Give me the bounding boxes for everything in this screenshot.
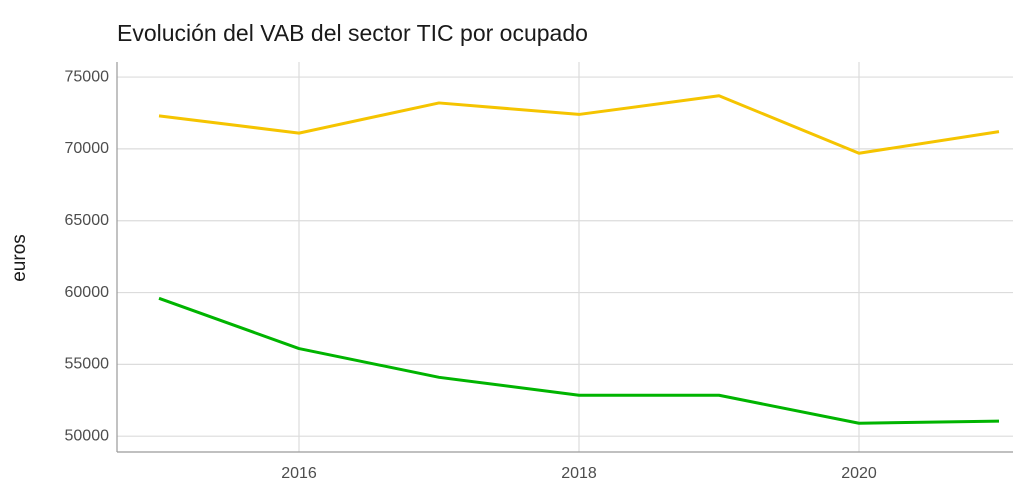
y-tick-label: 75000 <box>65 68 110 85</box>
y-tick-label: 50000 <box>65 427 110 444</box>
x-tick-label: 2020 <box>841 465 877 482</box>
y-tick-label: 60000 <box>65 284 110 301</box>
y-axis-label: euros <box>9 234 30 282</box>
y-tick-label: 70000 <box>65 140 110 157</box>
line <box>158 94 1000 155</box>
x-tick-label: 2016 <box>281 465 317 482</box>
chart-title: Evolución del VAB del sector TIC por ocu… <box>117 20 588 46</box>
y-tick-label: 55000 <box>65 356 110 373</box>
y-tick-label: 65000 <box>65 212 110 229</box>
x-tick-label: 2018 <box>561 465 597 482</box>
line <box>158 296 1000 425</box>
